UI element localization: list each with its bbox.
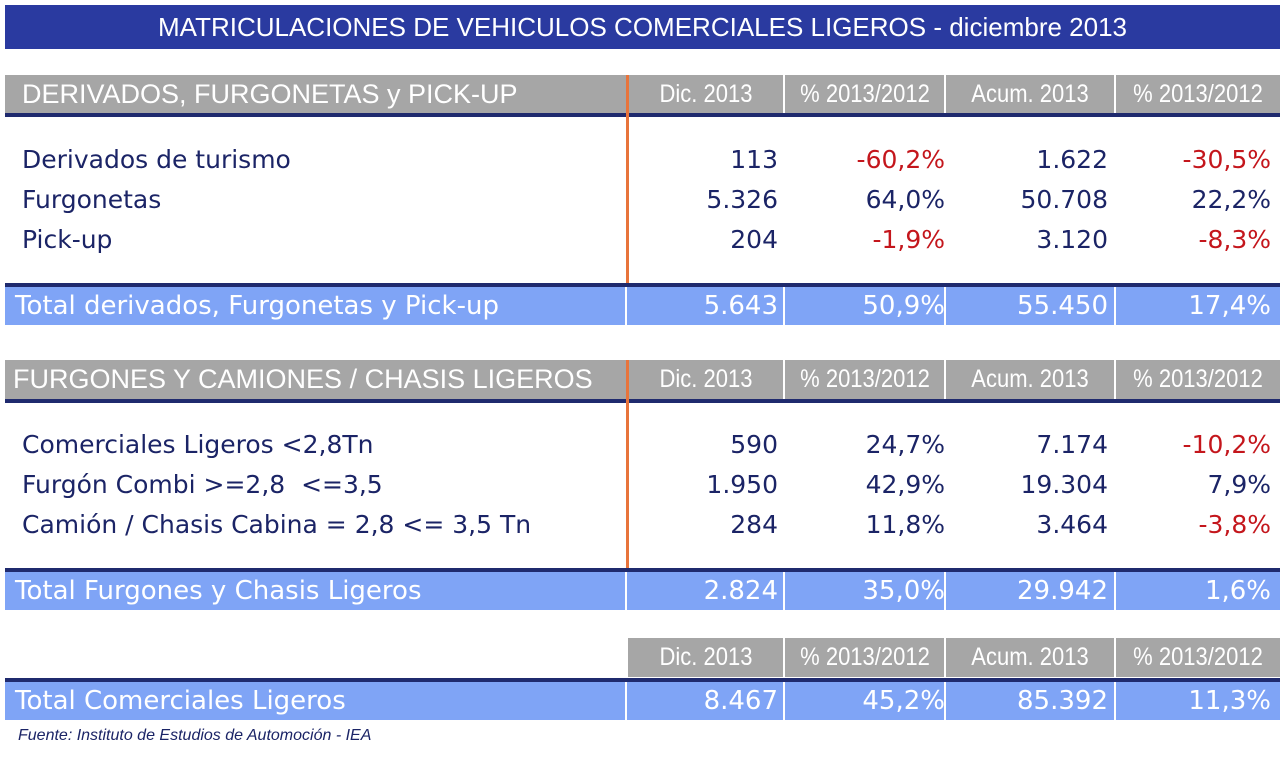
col-pct-dic: % 2013/2012 <box>800 80 930 108</box>
col-dic: Dic. 2013 <box>659 80 753 108</box>
table-row: Comerciales Ligeros <2,8Tn 590 24,7% 7.1… <box>22 430 1271 459</box>
col-acum: Acum. 2013 <box>971 80 1089 108</box>
section1-total-row: Total derivados, Furgonetas y Pick-up 5.… <box>5 287 1280 325</box>
source-footnote: Fuente: Instituto de Estudios de Automoc… <box>18 727 372 744</box>
table-row: Pick-up 204 -1,9% 3.120 -8,3% <box>22 225 1271 254</box>
section1-heading: DERIVADOS, FURGONETAS y PICK-UP <box>22 79 518 109</box>
table-row: Furgón Combi >=2,8 <=3,5 1.950 42,9% 19.… <box>22 470 1271 499</box>
grand-total-row: Total Comerciales Ligeros 8.467 45,2% 85… <box>5 682 1280 720</box>
grand-total-header: Dic. 2013 % 2013/2012 Acum. 2013 % 2013/… <box>628 638 1280 677</box>
table-row: Camión / Chasis Cabina = 2,8 <= 3,5 Tn 2… <box>22 510 1271 539</box>
section2-total-row: Total Furgones y Chasis Ligeros 2.824 35… <box>5 572 1280 610</box>
section2-heading: FURGONES Y CAMIONES / CHASIS LIGEROS <box>13 364 593 394</box>
table-row: Furgonetas 5.326 64,0% 50.708 22,2% <box>22 185 1271 214</box>
divider-line <box>626 75 629 285</box>
col-pct-acum: % 2013/2012 <box>1133 80 1263 108</box>
section2-header: FURGONES Y CAMIONES / CHASIS LIGEROS Dic… <box>5 360 1280 399</box>
divider-line <box>626 360 629 570</box>
table-row: Derivados de turismo 113 -60,2% 1.622 -3… <box>22 145 1271 174</box>
page-title: MATRICULACIONES DE VEHICULOS COMERCIALES… <box>5 5 1280 49</box>
section1-header: DERIVADOS, FURGONETAS y PICK-UP Dic. 201… <box>5 75 1280 114</box>
